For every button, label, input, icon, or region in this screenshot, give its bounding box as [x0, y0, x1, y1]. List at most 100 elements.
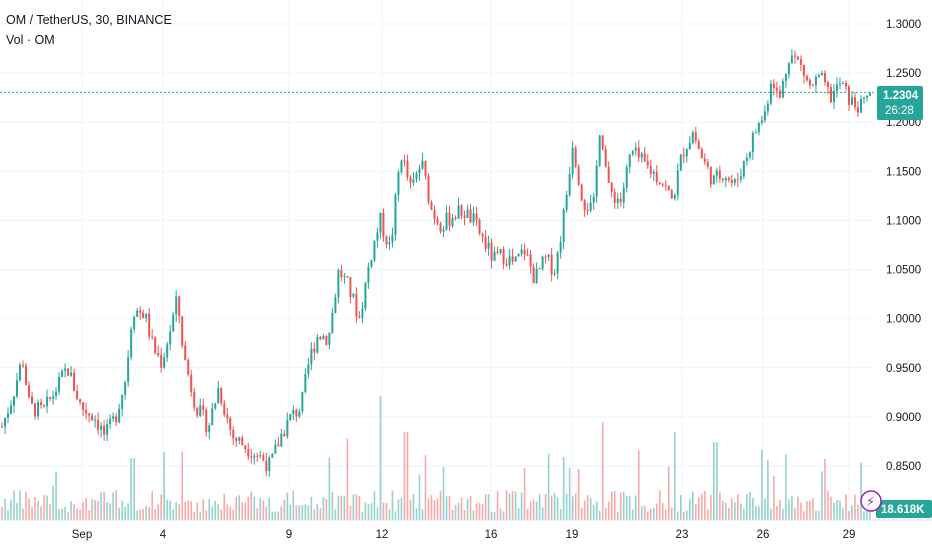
volume-bar [424, 455, 427, 520]
volume-bar [91, 498, 93, 520]
candle-body [664, 184, 667, 186]
volume-bar [743, 508, 745, 520]
volume-bar [214, 501, 217, 520]
volume-bar [106, 502, 108, 520]
candle-body [16, 380, 19, 397]
volume-bar [550, 495, 553, 520]
candle-body [334, 297, 337, 313]
candle-body [406, 160, 409, 178]
volume-bar [532, 499, 535, 520]
volume-bar [860, 462, 862, 520]
candlesticks [1, 49, 871, 477]
volume-bar [628, 495, 631, 520]
candle-body [289, 414, 292, 421]
volume-bar [547, 453, 550, 520]
volume-bar [235, 496, 238, 520]
volume-bar [244, 502, 247, 520]
volume-bar [616, 511, 619, 520]
volume-bar [707, 509, 709, 520]
volume-bar [367, 504, 370, 520]
candle-body [457, 205, 460, 219]
candle-body [808, 80, 811, 86]
volume-bar [568, 468, 571, 520]
volume-bar [136, 510, 138, 520]
candle-body [646, 161, 649, 166]
candle-body [643, 153, 646, 162]
candle-body [148, 313, 151, 337]
volume-bar [28, 498, 30, 520]
volume-bar [253, 496, 256, 520]
volume-bar [145, 505, 147, 520]
volume-bar [704, 490, 706, 520]
volume-bar [118, 507, 120, 520]
volume-bar [688, 499, 691, 520]
volume-bar [196, 502, 199, 520]
volume-bar [358, 495, 361, 520]
candle-body [154, 336, 157, 353]
volume-bar [544, 494, 547, 520]
candle-body [298, 411, 301, 417]
volume-bar [271, 511, 274, 520]
volume-bar [782, 508, 784, 520]
volume-bar [268, 498, 271, 520]
candle-body [214, 403, 217, 409]
candle-body [550, 254, 553, 275]
candle-body [718, 170, 721, 179]
time-tick-label: 26 [757, 529, 770, 541]
candle-body [241, 437, 244, 446]
volume-bar [791, 496, 793, 520]
last-price-tag: 1.2304 26:28 [877, 86, 923, 120]
candle-body [592, 196, 595, 203]
volume-bar [559, 509, 562, 520]
candle-body [196, 407, 199, 416]
volume-bar [517, 508, 520, 520]
candle-body [88, 413, 91, 416]
volume-bar [94, 500, 96, 520]
volume-bar [352, 494, 355, 520]
candle-body [658, 182, 661, 185]
volume-bar [70, 501, 72, 520]
volume-bar [761, 449, 763, 520]
candle-body [427, 175, 430, 203]
candle-body [850, 97, 853, 105]
volume-bar [592, 504, 595, 520]
candle-body [436, 219, 439, 224]
candle-body [31, 396, 34, 404]
candle-body [529, 254, 532, 267]
candle-body [322, 336, 325, 339]
volume-bar [779, 499, 781, 520]
volume-bar [481, 504, 484, 520]
volume-bar [265, 506, 268, 520]
candle-body [259, 455, 262, 457]
candle-body [325, 336, 328, 345]
volume-bar [797, 496, 799, 520]
candle-body [727, 178, 730, 180]
volume-bar [595, 501, 598, 520]
price-axis[interactable]: 0.8500 0.9000 0.9500 1.0000 1.0500 1.1000 1.15… [886, 19, 921, 473]
volume-bar [400, 497, 403, 520]
volume-bar [307, 505, 310, 520]
volume-indicator-label[interactable]: Vol · OM [6, 33, 55, 47]
candle-body [586, 210, 589, 212]
symbol-title[interactable]: OM / TetherUS, 30, BINANCE [6, 13, 172, 27]
volume-bar [127, 503, 129, 520]
time-axis[interactable]: Sep 4 9 12 16 19 23 26 29 [0, 519, 932, 541]
candle-body [250, 456, 253, 458]
candle-body [772, 83, 775, 88]
volume-bars [1, 396, 871, 520]
candle-body [187, 360, 190, 375]
volume-bar [64, 506, 66, 520]
volume-bar [463, 510, 466, 520]
candle-body [625, 167, 628, 188]
volume-bar [397, 499, 400, 520]
candle-body [94, 419, 97, 421]
volume-bar [484, 493, 487, 520]
volume-bar [815, 510, 817, 520]
candle-body [52, 396, 55, 399]
candle-body [790, 55, 793, 64]
volume-bar [490, 511, 493, 520]
volume-badge[interactable]: ⚡ [860, 490, 882, 512]
volume-bar [304, 504, 307, 520]
candle-body [166, 344, 169, 358]
